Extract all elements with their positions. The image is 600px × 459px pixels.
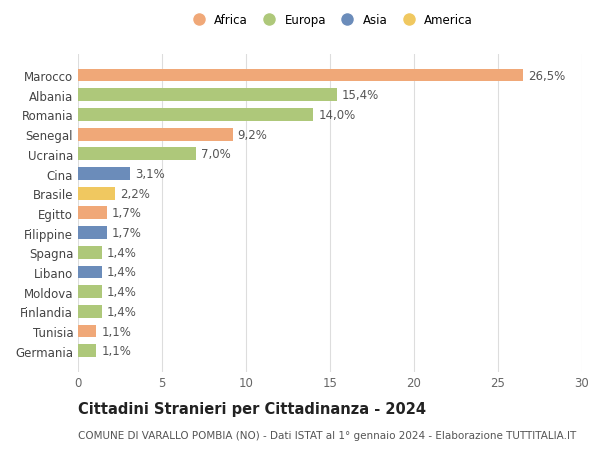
- Text: 1,7%: 1,7%: [112, 227, 142, 240]
- Bar: [78, 89, 337, 102]
- Bar: [78, 109, 313, 122]
- Bar: [78, 207, 107, 220]
- Bar: [78, 69, 523, 82]
- Bar: [78, 187, 115, 200]
- Text: 1,4%: 1,4%: [107, 266, 136, 279]
- Bar: [78, 266, 101, 279]
- Text: 1,4%: 1,4%: [107, 305, 136, 318]
- Bar: [78, 305, 101, 318]
- Text: 1,1%: 1,1%: [101, 325, 131, 338]
- Bar: [78, 325, 97, 338]
- Text: COMUNE DI VARALLO POMBIA (NO) - Dati ISTAT al 1° gennaio 2024 - Elaborazione TUT: COMUNE DI VARALLO POMBIA (NO) - Dati IST…: [78, 431, 576, 441]
- Bar: [78, 227, 107, 240]
- Text: 1,7%: 1,7%: [112, 207, 142, 220]
- Text: 7,0%: 7,0%: [200, 148, 230, 161]
- Text: 1,4%: 1,4%: [107, 246, 136, 259]
- Text: 1,4%: 1,4%: [107, 285, 136, 298]
- Bar: [78, 285, 101, 298]
- Bar: [78, 246, 101, 259]
- Text: 9,2%: 9,2%: [238, 129, 268, 141]
- Bar: [78, 148, 196, 161]
- Bar: [78, 129, 233, 141]
- Text: 3,1%: 3,1%: [135, 168, 165, 180]
- Text: 26,5%: 26,5%: [528, 69, 565, 82]
- Bar: [78, 168, 130, 180]
- Text: 2,2%: 2,2%: [120, 187, 150, 200]
- Text: Cittadini Stranieri per Cittadinanza - 2024: Cittadini Stranieri per Cittadinanza - 2…: [78, 402, 426, 417]
- Bar: [78, 345, 97, 358]
- Legend: Africa, Europa, Asia, America: Africa, Europa, Asia, America: [185, 12, 475, 29]
- Text: 14,0%: 14,0%: [318, 109, 355, 122]
- Text: 15,4%: 15,4%: [342, 89, 379, 102]
- Text: 1,1%: 1,1%: [101, 345, 131, 358]
